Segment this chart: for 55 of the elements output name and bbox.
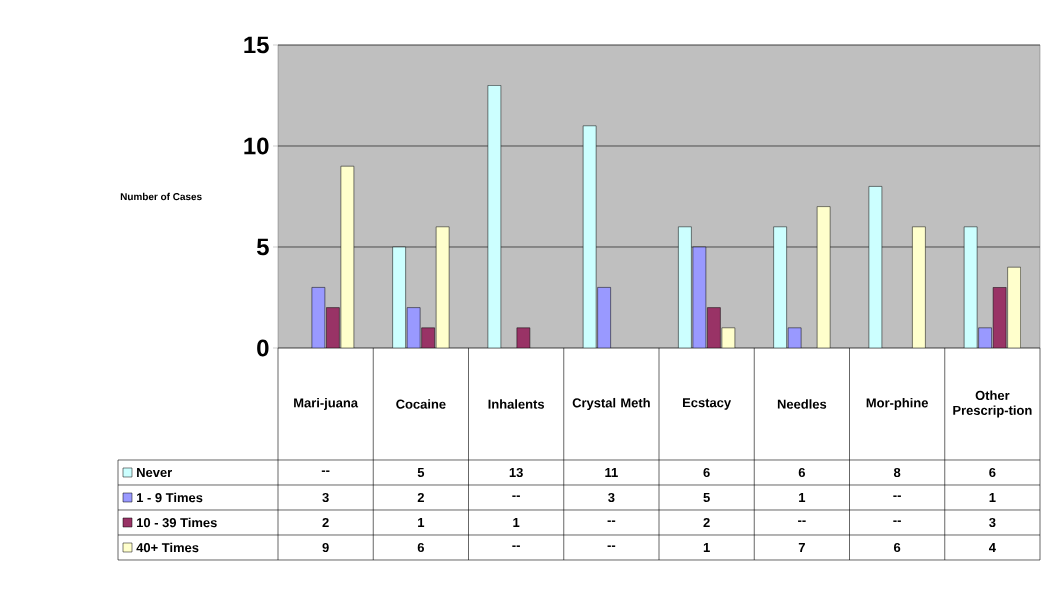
y-tick-label: 10 xyxy=(244,137,269,155)
data-label: 2 xyxy=(703,517,710,528)
text: -- xyxy=(321,470,330,472)
text: -- xyxy=(607,545,616,547)
text: -- xyxy=(893,520,901,522)
text: -- xyxy=(607,520,616,522)
data-label: 3 xyxy=(989,517,996,528)
x-tick-label: Ecstacy xyxy=(683,398,732,410)
data-label: 1 xyxy=(703,543,710,552)
data-label: 1 xyxy=(989,493,996,502)
data-label: 6 xyxy=(989,467,996,478)
x-tick-label: Inhalents xyxy=(488,399,545,409)
y-axis-title: Number of Cases xyxy=(120,192,202,201)
x-tick-label: Needles xyxy=(777,399,827,409)
data-label: 13 xyxy=(509,467,523,478)
x-tick-label: Other Prescrip-tion xyxy=(953,390,1032,418)
y-tick-label: 15 xyxy=(244,36,269,54)
y-tick-label: 5 xyxy=(256,238,269,256)
data-label: 1 xyxy=(513,518,520,527)
bar xyxy=(392,246,406,348)
data-label: 6 xyxy=(703,467,710,478)
data-label: 8 xyxy=(893,467,901,478)
data-label: 1 xyxy=(799,493,806,502)
data-label: 4 xyxy=(988,543,996,552)
text: -- xyxy=(512,495,520,497)
text: -- xyxy=(512,545,520,547)
bar xyxy=(773,226,787,348)
data-label: 2 xyxy=(322,517,329,528)
data-label: 6 xyxy=(798,467,806,478)
x-tick-label: Mor-phine xyxy=(866,397,928,411)
data-label: 6 xyxy=(894,542,901,553)
text: -- xyxy=(893,495,901,497)
data-label: 3 xyxy=(608,492,615,503)
data-label: 7 xyxy=(798,543,805,552)
data-label: 1 xyxy=(418,518,425,527)
bar xyxy=(1007,266,1021,348)
legend-label: Never xyxy=(137,467,172,478)
bar xyxy=(678,226,692,348)
x-tick-label: Mari-juana xyxy=(294,397,359,411)
x-tick-label: Crystal Meth xyxy=(572,397,650,411)
legend-label: 10 - 39 Times xyxy=(137,517,217,528)
data-label: 11 xyxy=(605,468,618,477)
data-label: 5 xyxy=(703,492,710,503)
data-label: 3 xyxy=(322,492,329,503)
bar xyxy=(912,226,926,348)
data-label: 9 xyxy=(322,542,329,553)
legend-label: 40+ Times xyxy=(136,542,199,553)
data-label: 6 xyxy=(417,542,425,553)
y-tick-label: 0 xyxy=(257,339,269,357)
text: -- xyxy=(798,520,806,522)
legend-label: 1 - 9 Times xyxy=(137,492,203,503)
x-tick-label: Cocaine xyxy=(396,399,446,409)
data-label: 5 xyxy=(417,467,425,478)
data-label: 2 xyxy=(417,492,424,503)
bar xyxy=(597,287,611,348)
